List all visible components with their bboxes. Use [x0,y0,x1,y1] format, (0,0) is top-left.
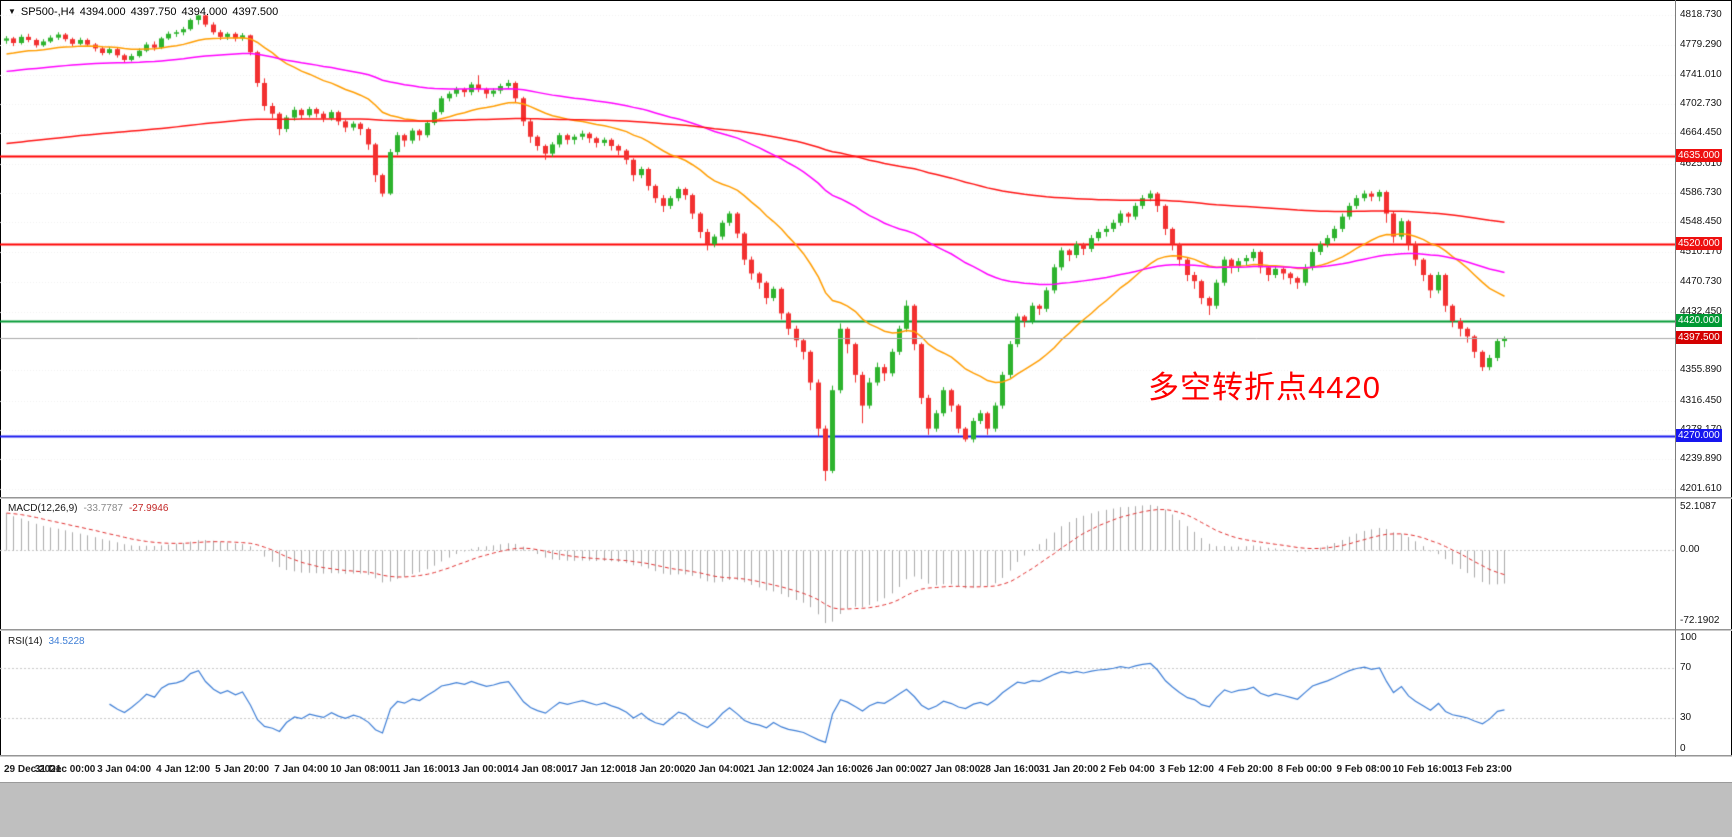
macd-signal-value: -27.9946 [128,503,169,514]
time-axis-label: 5 Jan 20:00 [215,764,270,775]
time-axis-label: 2 Feb 04:00 [1100,764,1155,775]
time-axis-label: 8 Feb 00:00 [1277,764,1332,775]
time-axis-label: 4 Feb 20:00 [1218,764,1273,775]
time-axis-label: 13 Jan 00:00 [448,764,509,775]
price-axis-label: 4316.450 [1680,394,1722,406]
time-axis-label: 24 Jan 16:00 [802,764,863,775]
time-axis-label: 18 Jan 20:00 [625,764,686,775]
rsi-axis-label: 100 [1680,632,1697,643]
symbol-timeframe: SP500-,H4 [20,6,75,18]
macd-name: MACD(12,26,9) [8,503,78,514]
rsi-indicator-label: RSI(14) 34.5228 [8,636,85,647]
chart-title: ▼ SP500-,H4 4394.000 4397.750 4394.000 4397.5… [8,6,283,18]
ohlc-high: 4397.750 [130,6,177,18]
macd-main-value: -33.7787 [83,503,123,514]
rsi-name: RSI(14) [8,636,43,647]
time-axis-label: 3 Jan 04:00 [97,764,152,775]
macd-axis-label: -72.1902 [1680,615,1720,626]
panel-separator[interactable] [0,755,1732,757]
price-axis-badge: 4520.000 [1676,237,1722,251]
macd-axis-label: 52.1087 [1680,501,1717,512]
time-axis-label: 31 Jan 20:00 [1038,764,1099,775]
time-axis-label: 11 Jan 16:00 [389,764,449,775]
ohlc-open: 4394.000 [79,6,126,18]
time-axis-label: 9 Feb 08:00 [1336,764,1392,775]
price-axis-label: 4432.450 [1680,305,1722,317]
price-axis-label: 4586.730 [1680,187,1722,199]
ohlc-close: 4397.500 [232,6,279,18]
rsi-axis-label: 70 [1680,662,1692,674]
macd-panel-canvas[interactable] [0,499,1675,629]
price-axis-label: 4625.010 [1680,157,1722,169]
time-axis-label: 31 Dec 00:00 [34,764,96,775]
price-axis-label: 4702.730 [1680,97,1722,109]
price-axis-label: 4201.610 [1680,482,1722,494]
window-background [0,782,1732,837]
time-axis-label: 20 Jan 04:00 [684,764,745,775]
price-axis-badge: 4420.000 [1676,314,1722,328]
price-axis-label: 4548.450 [1680,216,1722,228]
time-axis-label: 29 Dec 2021 [4,764,62,775]
time-axis-label: 3 Feb 12:00 [1159,764,1214,775]
time-axis[interactable]: 29 Dec 2021 31 Dec 00:00 3 Jan 04:00 4 Jan … [0,757,1732,782]
price-axis-badge: 4270.000 [1676,429,1722,443]
price-axis-badge: 4635.000 [1676,148,1722,162]
price-chart-canvas[interactable] [0,0,1675,497]
time-axis-label: 4 Jan 12:00 [156,764,211,775]
time-axis-label: 28 Jan 16:00 [979,764,1040,775]
rsi-axis-label: 0 [1680,743,1686,754]
panel-separator[interactable] [0,629,1732,631]
time-axis-label: 26 Jan 00:00 [861,764,922,775]
price-axis-label: 4818.730 [1680,8,1722,20]
price-axis-label: 4664.450 [1680,127,1722,139]
time-axis-label: 14 Jan 08:00 [507,764,568,775]
rsi-value: 34.5228 [48,636,85,647]
price-axis-label: 4239.890 [1680,453,1722,465]
price-axis-label: 4779.290 [1680,39,1722,51]
rsi-panel-canvas[interactable] [0,631,1675,755]
rsi-axis-label: 30 [1680,711,1692,723]
time-axis-label: 17 Jan 12:00 [566,764,627,775]
time-axis-label: 7 Jan 04:00 [274,764,329,775]
panel-separator[interactable] [0,497,1732,499]
annotation-text: 多空转折点4420 [1148,370,1381,405]
price-axis-label: 4355.890 [1680,364,1722,376]
time-axis-label: 10 Feb 16:00 [1392,764,1453,775]
macd-axis-label: 0.00 [1680,544,1700,556]
macd-indicator-label: MACD(12,26,9) -33.7787 -27.9946 [8,503,168,514]
price-axis-badge: 4397.500 [1676,331,1722,345]
price-axis-label: 4510.170 [1680,245,1722,257]
time-axis-label: 10 Jan 08:00 [330,764,390,775]
price-axis-border [1675,0,1676,757]
time-axis-label: 13 Feb 23:00 [1451,764,1512,775]
symbol-dropdown-icon[interactable]: ▼ [8,7,16,16]
time-axis-label: 21 Jan 12:00 [743,764,804,775]
price-axis-label: 4470.730 [1680,276,1722,288]
ohlc-low: 4394.000 [181,6,228,18]
time-axis-label: 27 Jan 08:00 [920,764,981,775]
price-axis-label: 4741.010 [1680,68,1722,80]
